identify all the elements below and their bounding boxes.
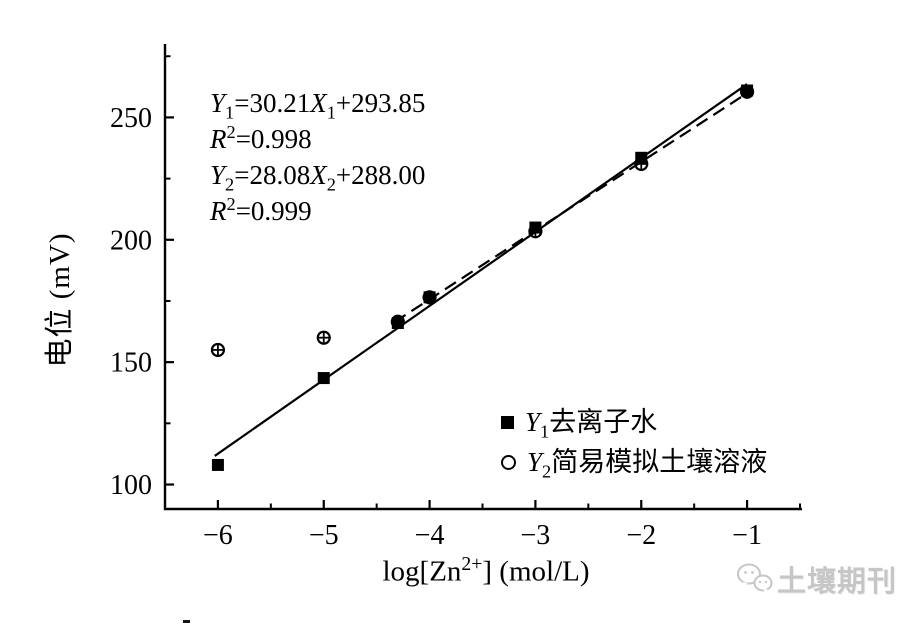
dashed-fit-line bbox=[394, 90, 750, 323]
data-point-square bbox=[211, 458, 224, 471]
data-point-circle bbox=[422, 290, 437, 305]
legend-entry-y1: Y1去离子水 bbox=[501, 402, 767, 442]
x-axis-title: log[Zn2+] (mol/L) bbox=[382, 552, 590, 588]
data-point-circle bbox=[634, 156, 649, 172]
r-squared-line-2: R2=0.999 bbox=[210, 194, 312, 226]
y-tick-label: 100 bbox=[110, 470, 152, 501]
data-point-circle bbox=[528, 224, 543, 239]
legend-entry-y2: Y2简易模拟土壤溶液 bbox=[501, 442, 767, 482]
x-tick-label: −1 bbox=[732, 520, 762, 551]
regression-annotation: Y1=30.21X1+293.85 R2=0.998 Y2=28.08X2+28… bbox=[210, 85, 425, 229]
open-circle-marker-icon bbox=[501, 454, 516, 470]
x-tick-label: −3 bbox=[521, 520, 551, 551]
x-tick-label: −6 bbox=[203, 520, 233, 551]
data-point-circle bbox=[739, 84, 755, 99]
watermark: 土壤期刊 bbox=[733, 558, 897, 600]
y-tick-label: 250 bbox=[110, 103, 152, 134]
y-tick-label: 150 bbox=[110, 348, 152, 379]
solid-fit-line bbox=[214, 83, 748, 457]
wechat-bubbles-icon bbox=[737, 563, 773, 594]
stray-mark bbox=[183, 620, 190, 623]
equation-line-1: Y1=30.21X1+293.85 bbox=[210, 88, 426, 123]
data-point-circle bbox=[316, 330, 331, 345]
legend-label-y1: Y1去离子水 bbox=[525, 407, 658, 442]
filled-square-marker-icon bbox=[501, 415, 514, 429]
x-tick-label: −5 bbox=[309, 520, 339, 551]
data-point-square bbox=[317, 372, 330, 385]
y-tick-label: 200 bbox=[110, 225, 152, 256]
y-axis-title: 电位 (mV) bbox=[44, 232, 76, 368]
watermark-text: 土壤期刊 bbox=[777, 566, 898, 598]
axes bbox=[163, 44, 802, 511]
r-squared-line-1: R2=0.998 bbox=[210, 122, 312, 154]
data-point-circle bbox=[390, 314, 405, 329]
data-point-circle bbox=[210, 342, 226, 358]
legend: Y1去离子水 Y2简易模拟土壤溶液 bbox=[501, 402, 767, 482]
equation-line-2: Y2=28.08X2+288.00 bbox=[210, 160, 426, 195]
x-tick-label: −4 bbox=[415, 520, 445, 551]
x-tick-label: −2 bbox=[626, 520, 656, 551]
legend-label-y2: Y2简易模拟土壤溶液 bbox=[527, 447, 768, 482]
